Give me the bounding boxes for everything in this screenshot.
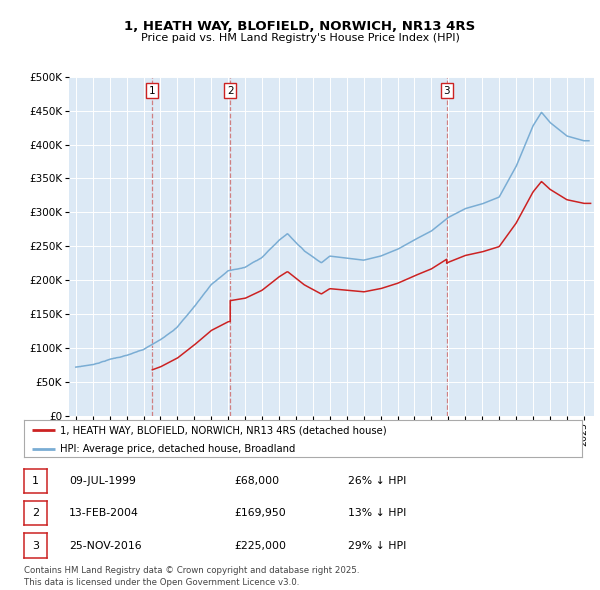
Text: HPI: Average price, detached house, Broadland: HPI: Average price, detached house, Broa…	[60, 444, 296, 454]
Text: 13% ↓ HPI: 13% ↓ HPI	[348, 508, 406, 518]
Text: 1: 1	[149, 86, 155, 96]
Text: 26% ↓ HPI: 26% ↓ HPI	[348, 476, 406, 486]
Text: 09-JUL-1999: 09-JUL-1999	[69, 476, 136, 486]
Text: Price paid vs. HM Land Registry's House Price Index (HPI): Price paid vs. HM Land Registry's House …	[140, 34, 460, 43]
Text: 1, HEATH WAY, BLOFIELD, NORWICH, NR13 4RS (detached house): 1, HEATH WAY, BLOFIELD, NORWICH, NR13 4R…	[60, 425, 387, 435]
Text: 1, HEATH WAY, BLOFIELD, NORWICH, NR13 4RS: 1, HEATH WAY, BLOFIELD, NORWICH, NR13 4R…	[124, 20, 476, 33]
Text: 29% ↓ HPI: 29% ↓ HPI	[348, 540, 406, 550]
Text: 2: 2	[227, 86, 233, 96]
Text: 2: 2	[32, 508, 39, 518]
Text: 3: 3	[443, 86, 450, 96]
Text: £225,000: £225,000	[234, 540, 286, 550]
Text: 3: 3	[32, 540, 39, 550]
Text: 25-NOV-2016: 25-NOV-2016	[69, 540, 142, 550]
Text: 1: 1	[32, 476, 39, 486]
Text: Contains HM Land Registry data © Crown copyright and database right 2025.
This d: Contains HM Land Registry data © Crown c…	[24, 566, 359, 587]
Text: £169,950: £169,950	[234, 508, 286, 518]
Text: £68,000: £68,000	[234, 476, 279, 486]
Text: 13-FEB-2004: 13-FEB-2004	[69, 508, 139, 518]
